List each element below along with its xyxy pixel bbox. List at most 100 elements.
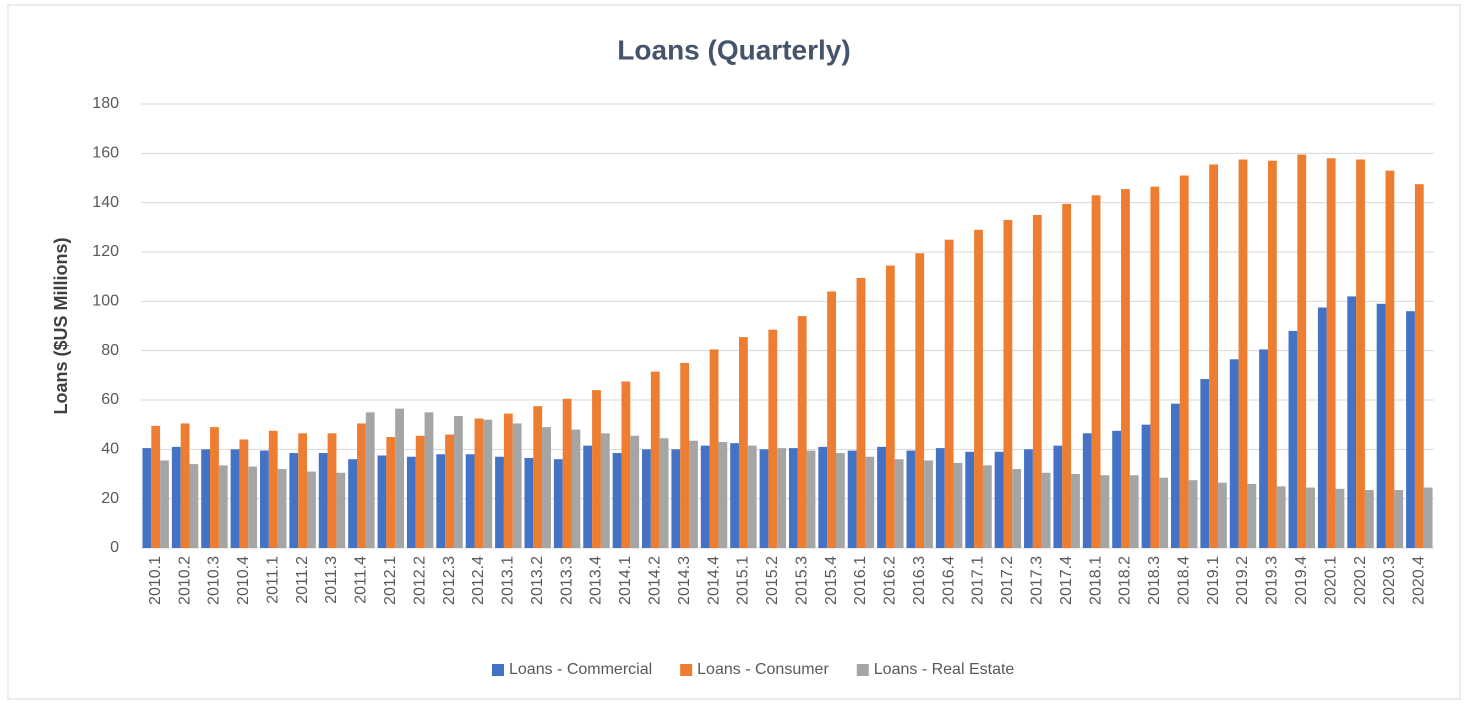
y-tick-label: 0 [110, 539, 119, 556]
x-tick-label: 2016.3 [911, 556, 928, 605]
bar [974, 229, 983, 549]
bar [671, 449, 681, 548]
x-tick-label: 2012.1 [382, 556, 399, 605]
bar [777, 448, 787, 548]
bar [1229, 359, 1239, 548]
bar [1356, 159, 1365, 548]
bar [847, 450, 857, 548]
bar [659, 438, 669, 548]
bar [1082, 433, 1092, 548]
bar [583, 445, 593, 548]
bar [260, 450, 269, 548]
x-tick-label: 2019.2 [1234, 556, 1251, 605]
bar [1012, 469, 1022, 548]
x-tick-label: 2013.3 [558, 556, 575, 605]
bar [1062, 203, 1072, 548]
bar [965, 451, 975, 548]
bar [1317, 307, 1327, 548]
bar [944, 239, 954, 548]
x-tick-label: 2016.1 [852, 556, 869, 605]
y-axis-label: Loans ($US Millions) [51, 237, 71, 414]
bar [1112, 430, 1122, 548]
bar [1406, 311, 1415, 548]
legend-label: Loans - Commercial [509, 661, 652, 678]
bar [189, 464, 199, 548]
bar [436, 454, 446, 548]
bar [553, 459, 563, 548]
bar [571, 429, 581, 548]
bar [1053, 445, 1063, 548]
x-tick-label: 2020.4 [1411, 556, 1428, 605]
bar [1267, 160, 1277, 548]
x-tick-label: 2016.2 [882, 556, 899, 605]
bar [512, 423, 522, 548]
bar [230, 449, 240, 548]
bar [621, 381, 631, 548]
y-tick-label: 160 [92, 145, 119, 162]
bar [650, 371, 660, 548]
bar [818, 446, 828, 548]
x-tick-label: 2012.4 [470, 556, 487, 605]
bar [1238, 159, 1248, 548]
y-tick-label: 140 [92, 194, 119, 211]
x-tick-label: 2014.4 [705, 556, 722, 605]
bar [739, 337, 748, 548]
bar [171, 446, 181, 548]
bar [1129, 475, 1139, 548]
bar [953, 462, 963, 548]
x-tick-label: 2017.3 [1029, 556, 1046, 605]
bar [1141, 424, 1151, 548]
bar [1041, 472, 1051, 548]
x-tick-label: 2020.1 [1322, 556, 1339, 605]
bar [1335, 488, 1345, 548]
bar [680, 363, 690, 548]
bar [465, 454, 475, 548]
bar [709, 349, 719, 548]
bar [924, 460, 933, 548]
bar [1259, 349, 1268, 548]
bar [1218, 482, 1227, 548]
x-tick-label: 2017.4 [1058, 556, 1075, 605]
bar [356, 423, 366, 548]
bar [1423, 487, 1433, 548]
bar [348, 459, 357, 548]
bar [1364, 490, 1374, 548]
bar [797, 316, 807, 548]
x-tick-label: 2015.4 [823, 556, 840, 605]
bar [1414, 184, 1424, 548]
x-tick-label: 2020.3 [1381, 556, 1398, 605]
bar [642, 449, 651, 548]
chart-title: Loans (Quarterly) [617, 34, 850, 65]
x-tick-label: 2011.3 [323, 556, 340, 604]
x-tick-label: 2018.1 [1087, 556, 1104, 605]
x-tick-label: 2018.3 [1146, 556, 1163, 605]
bar [424, 412, 434, 548]
x-tick-label: 2017.1 [970, 556, 987, 605]
bar [1032, 215, 1042, 548]
bar [142, 448, 152, 548]
bar [1188, 480, 1198, 548]
bar [1100, 475, 1110, 548]
y-tick-label: 120 [92, 243, 119, 260]
x-tick-label: 2013.4 [588, 556, 605, 605]
bar [612, 453, 622, 548]
y-tick-label: 100 [92, 293, 119, 310]
bar [239, 439, 249, 548]
bar [160, 460, 169, 548]
bar [474, 418, 484, 548]
bar [1159, 477, 1169, 548]
x-tick-label: 2012.3 [441, 556, 458, 605]
bar [277, 469, 287, 548]
bar [877, 446, 886, 548]
bar [630, 435, 640, 548]
bar [483, 419, 493, 548]
x-tick-label: 2011.1 [264, 556, 281, 604]
bar [307, 471, 316, 548]
legend-swatch [856, 664, 869, 676]
legend-label: Loans - Consumer [697, 661, 829, 678]
bar [730, 443, 740, 548]
bar [1121, 189, 1130, 548]
bar [1347, 296, 1357, 548]
bar [1376, 303, 1386, 548]
